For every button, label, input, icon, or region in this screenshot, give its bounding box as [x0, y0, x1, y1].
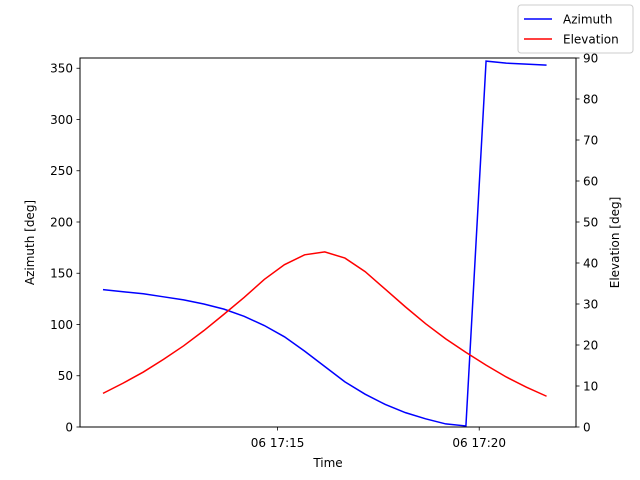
right-tick-label: 60	[583, 174, 598, 188]
legend: Azimuth Elevation	[517, 4, 634, 54]
legend-label-elevation: Elevation	[563, 33, 619, 47]
x-axis-label: Time	[312, 456, 342, 470]
left-tick-label: 100	[50, 318, 73, 332]
left-tick-label: 300	[50, 113, 73, 127]
series-line-elevation	[102, 251, 547, 397]
x-tick-label: 06 17:15	[251, 436, 305, 450]
left-tick-label: 250	[50, 164, 73, 178]
x-tick-label: 06 17:20	[452, 436, 506, 450]
x-axis-ticks: 06 17:15 06 17:20	[251, 427, 506, 450]
right-tick-label: 70	[583, 133, 598, 147]
right-tick-label: 20	[583, 338, 598, 352]
right-axis-label: Elevation [deg]	[608, 197, 622, 289]
right-tick-label: 10	[583, 379, 598, 393]
right-tick-label: 40	[583, 256, 598, 270]
left-tick-label: 200	[50, 215, 73, 229]
plot-frame	[79, 57, 577, 428]
legend-box	[517, 4, 634, 54]
right-tick-label: 80	[583, 92, 598, 106]
series-layer	[102, 60, 547, 427]
right-axis-ticks: 0 10 20 30 40 50 60 70 80 90	[576, 51, 598, 434]
right-tick-label: 0	[583, 420, 591, 434]
legend-label-azimuth: Azimuth	[563, 13, 612, 27]
series-line-azimuth	[102, 60, 547, 427]
left-tick-label: 0	[65, 420, 73, 434]
left-tick-label: 50	[58, 369, 73, 383]
right-tick-label: 90	[583, 51, 598, 65]
left-tick-label: 150	[50, 267, 73, 281]
left-axis-ticks: 0 50 100 150 200 250 300 350	[50, 62, 80, 434]
right-tick-label: 50	[583, 215, 598, 229]
right-tick-label: 30	[583, 297, 598, 311]
left-axis-label: Azimuth [deg]	[23, 200, 37, 285]
left-tick-label: 350	[50, 62, 73, 76]
